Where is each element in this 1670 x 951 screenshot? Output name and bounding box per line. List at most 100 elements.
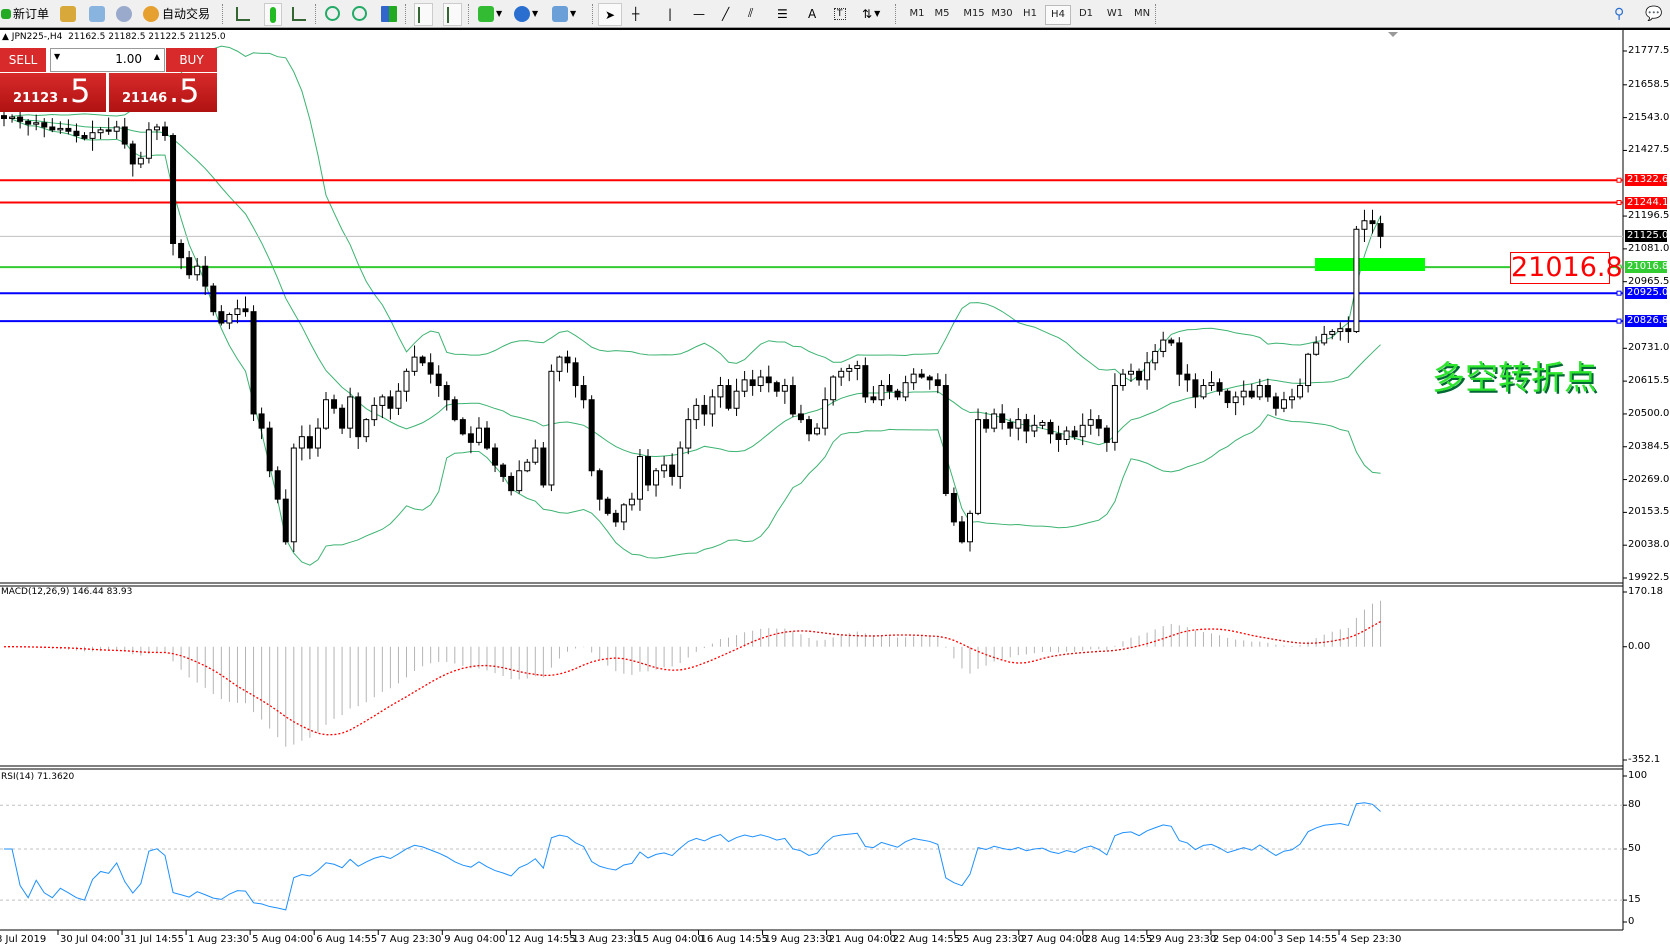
level-handle[interactable] (1616, 290, 1622, 296)
candle-body[interactable] (371, 404, 378, 421)
candle-body[interactable] (137, 157, 144, 165)
candle-body[interactable] (1007, 421, 1014, 429)
candle-body[interactable] (363, 419, 370, 438)
candle-body[interactable] (178, 242, 185, 259)
candle-body[interactable] (1224, 390, 1231, 404)
candle-body[interactable] (765, 376, 772, 384)
candle-body[interactable] (564, 356, 571, 364)
candle-body[interactable] (331, 399, 338, 409)
candle-body[interactable] (1, 115, 7, 119)
text-button[interactable]: A (808, 3, 816, 24)
candle-body[interactable] (41, 122, 48, 128)
level-handle[interactable] (1616, 318, 1622, 324)
candle-body[interactable] (395, 390, 402, 409)
candle-body[interactable] (162, 126, 168, 137)
candle-body[interactable] (1144, 362, 1151, 381)
candle-body[interactable] (443, 385, 450, 401)
vertical-line-button[interactable]: | (668, 3, 672, 24)
candle-body[interactable] (1208, 382, 1215, 387)
candle-body[interactable] (475, 427, 482, 443)
candle-body[interactable] (1337, 328, 1344, 333)
candlestick-chart-button[interactable] (264, 3, 282, 26)
candle-body[interactable] (1256, 385, 1263, 398)
cursor-button[interactable]: ➤ (598, 3, 622, 26)
candle-body[interactable] (983, 419, 990, 429)
candle-body[interactable] (1313, 342, 1320, 355)
candle-body[interactable] (1063, 430, 1070, 441)
candle-body[interactable] (677, 447, 684, 477)
tile-windows-button[interactable] (381, 3, 397, 24)
candle-body[interactable] (435, 373, 442, 387)
candle-body[interactable] (1015, 419, 1022, 429)
candle-body[interactable] (57, 127, 64, 131)
candle-body[interactable] (886, 385, 893, 392)
indicators-button[interactable]: ▼ (478, 3, 502, 24)
candle-body[interactable] (653, 470, 660, 486)
candle-body[interactable] (596, 470, 603, 500)
candle-body[interactable] (693, 404, 700, 421)
candle-body[interactable] (701, 404, 708, 415)
candle-body[interactable] (419, 356, 426, 364)
candle-body[interactable] (1192, 379, 1199, 398)
chart-shift-button[interactable] (443, 3, 462, 26)
timeframe-d1[interactable]: D1 (1078, 8, 1094, 19)
auto-scroll-button[interactable] (414, 3, 433, 26)
candle-body[interactable] (1087, 419, 1094, 426)
candle-body[interactable] (717, 385, 724, 398)
candle-body[interactable] (540, 447, 547, 486)
candle-body[interactable] (234, 308, 241, 316)
candle-body[interactable] (1369, 220, 1376, 225)
candle-body[interactable] (1031, 424, 1038, 432)
candle-body[interactable] (1023, 419, 1030, 432)
candle-body[interactable] (612, 512, 619, 523)
candle-body[interactable] (524, 461, 531, 472)
candle-body[interactable] (620, 504, 627, 523)
candle-body[interactable] (1297, 385, 1304, 398)
candle-body[interactable] (403, 370, 410, 392)
candle-body[interactable] (81, 135, 88, 139)
equidistant-channel-button[interactable]: ⫽ (748, 3, 753, 24)
candle-body[interactable] (242, 308, 249, 313)
candle-body[interactable] (9, 116, 16, 119)
candle-body[interactable] (806, 419, 812, 435)
candle-body[interactable] (459, 419, 466, 435)
increase-lot-icon[interactable]: ▲ (153, 52, 160, 61)
level-handle[interactable] (1616, 200, 1622, 206)
candle-body[interactable] (274, 470, 281, 500)
candle-body[interactable] (773, 382, 780, 392)
candle-body[interactable] (950, 492, 957, 523)
candle-body[interactable] (153, 126, 160, 131)
candle-body[interactable] (991, 413, 998, 429)
zoom-in-button[interactable] (325, 3, 340, 24)
candle-body[interactable] (97, 129, 104, 134)
buy-button[interactable]: BUY (166, 48, 217, 72)
candle-body[interactable] (1353, 228, 1360, 333)
candle-body[interactable] (934, 379, 941, 387)
candle-body[interactable] (500, 464, 507, 477)
candle-body[interactable] (910, 373, 917, 384)
lot-size-stepper[interactable]: ▼ 1.00 ▲ (50, 48, 165, 72)
zoom-out-button[interactable] (352, 3, 367, 24)
candle-body[interactable] (749, 379, 756, 387)
candle-body[interactable] (685, 419, 692, 449)
templates-button[interactable]: ▼ (552, 3, 576, 24)
candle-body[interactable] (226, 314, 233, 324)
candle-body[interactable] (266, 427, 273, 472)
timeframe-m30[interactable]: M30 (991, 8, 1013, 19)
candle-body[interactable] (902, 382, 909, 398)
fibonacci-button[interactable]: ☰ (777, 3, 788, 24)
trendline-button[interactable]: ╱ (722, 3, 729, 24)
candle-body[interactable] (757, 376, 764, 387)
candle-body[interactable] (105, 129, 112, 132)
candle-body[interactable] (202, 265, 209, 287)
arrows-button[interactable]: ⇅ ▼ (862, 3, 880, 24)
candle-body[interactable] (548, 370, 555, 486)
candle-body[interactable] (942, 385, 949, 494)
candle-body[interactable] (170, 135, 177, 244)
periods-button[interactable]: ▼ (514, 3, 538, 24)
candle-body[interactable] (1152, 350, 1159, 364)
candle-body[interactable] (339, 407, 346, 429)
timeframe-h4[interactable]: H4 (1045, 5, 1071, 25)
candle-body[interactable] (636, 456, 643, 500)
auto-trading-button[interactable]: 自动交易 (143, 3, 210, 24)
